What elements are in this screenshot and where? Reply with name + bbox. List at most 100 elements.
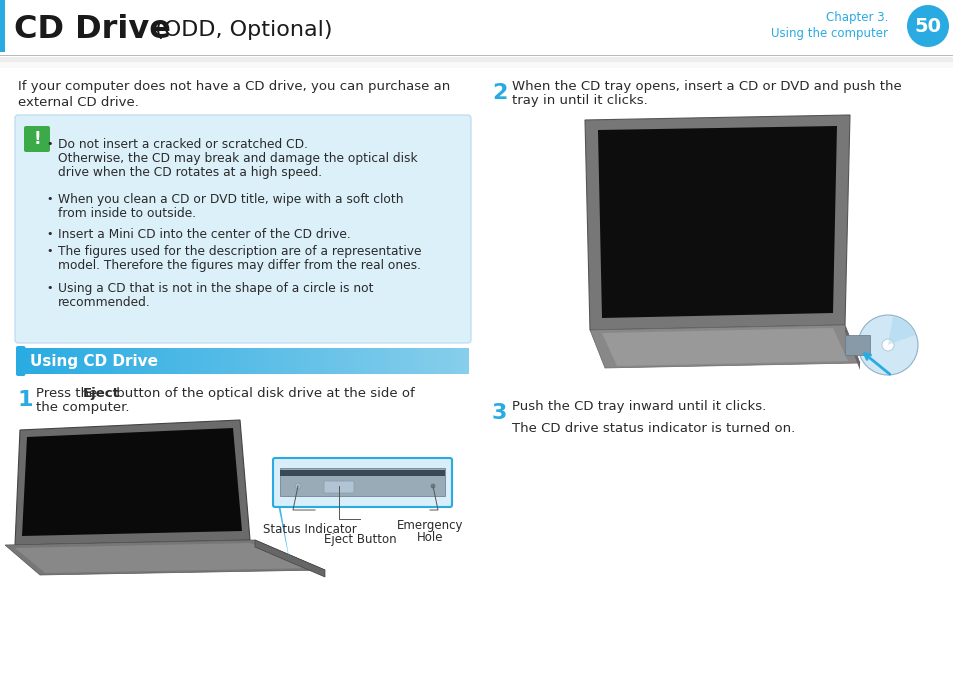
Bar [256,348,262,374]
Bar [374,348,378,374]
Bar [86,348,91,374]
Bar [149,348,153,374]
Bar [337,348,343,374]
Bar [454,348,459,374]
Bar [270,348,275,374]
Text: CD Drive: CD Drive [14,14,171,45]
Polygon shape [584,115,849,330]
Text: Press the: Press the [36,387,101,400]
Bar [395,348,401,374]
Polygon shape [15,543,317,573]
Bar [139,348,145,374]
FancyBboxPatch shape [273,458,452,507]
Bar [324,348,329,374]
Bar [293,348,297,374]
Text: drive when the CD rotates at a high speed.: drive when the CD rotates at a high spee… [58,166,322,179]
Bar [422,348,428,374]
Text: •: • [46,246,52,256]
Bar [436,348,441,374]
Bar [50,348,55,374]
Text: !: ! [33,130,41,148]
Text: 50: 50 [914,16,941,35]
Bar [220,348,226,374]
Bar [90,348,95,374]
Text: If your computer does not have a CD drive, you can purchase an: If your computer does not have a CD driv… [18,80,450,93]
Bar [359,348,365,374]
Circle shape [431,484,435,488]
Bar [319,348,325,374]
Circle shape [906,5,948,47]
Bar [333,348,338,374]
Bar [252,348,257,374]
Polygon shape [598,126,836,318]
Bar [162,348,168,374]
Bar [0,0,953,55]
FancyBboxPatch shape [24,126,50,152]
Bar [463,348,469,374]
Bar [0,0,5,52]
Bar [103,348,109,374]
Text: Using CD Drive: Using CD Drive [30,355,158,370]
Bar [450,348,455,374]
Bar [152,348,158,374]
Bar [314,348,320,374]
Bar [233,348,239,374]
Bar [58,348,64,374]
Bar [328,348,334,374]
Bar [414,348,419,374]
FancyBboxPatch shape [324,481,354,493]
Bar [364,348,370,374]
Ellipse shape [857,315,917,375]
Bar [54,348,59,374]
Bar [369,348,375,374]
Polygon shape [844,335,869,355]
Bar [346,348,352,374]
Bar [71,348,77,374]
Bar [193,348,199,374]
Text: Using the computer: Using the computer [770,28,887,41]
Bar [157,348,163,374]
Text: (ODD, Optional): (ODD, Optional) [148,20,333,40]
Bar [167,348,172,374]
Bar [280,468,444,496]
Bar [135,348,140,374]
Bar [184,348,190,374]
Text: •: • [46,283,52,293]
Bar [23,348,28,374]
Bar [31,348,37,374]
Text: from inside to outside.: from inside to outside. [58,207,196,220]
Circle shape [294,483,301,489]
Text: When you clean a CD or DVD title, wipe with a soft cloth: When you clean a CD or DVD title, wipe w… [58,193,403,206]
Bar [76,348,82,374]
Bar [108,348,113,374]
Bar [40,348,46,374]
Bar [198,348,203,374]
Bar [409,348,415,374]
Bar [121,348,127,374]
Text: Eject Button: Eject Button [323,533,395,546]
Text: 3: 3 [492,403,507,423]
Bar [144,348,150,374]
Bar [0,55,953,56]
Bar [400,348,406,374]
Polygon shape [254,540,325,577]
Bar [0,62,953,68]
Bar [63,348,69,374]
Text: Push the CD tray inward until it clicks.: Push the CD tray inward until it clicks. [512,400,765,413]
Bar [355,348,360,374]
Polygon shape [589,325,859,368]
Text: Eject: Eject [83,387,120,400]
Bar [175,348,181,374]
Text: external CD drive.: external CD drive. [18,96,139,109]
Polygon shape [274,475,290,563]
Bar [202,348,208,374]
Polygon shape [5,540,325,575]
Bar [99,348,105,374]
Bar [432,348,437,374]
Text: Hole: Hole [416,531,443,544]
Bar [117,348,122,374]
Bar [247,348,253,374]
Bar [45,348,51,374]
FancyBboxPatch shape [16,346,26,376]
Text: Status Indicator: Status Indicator [263,523,356,536]
